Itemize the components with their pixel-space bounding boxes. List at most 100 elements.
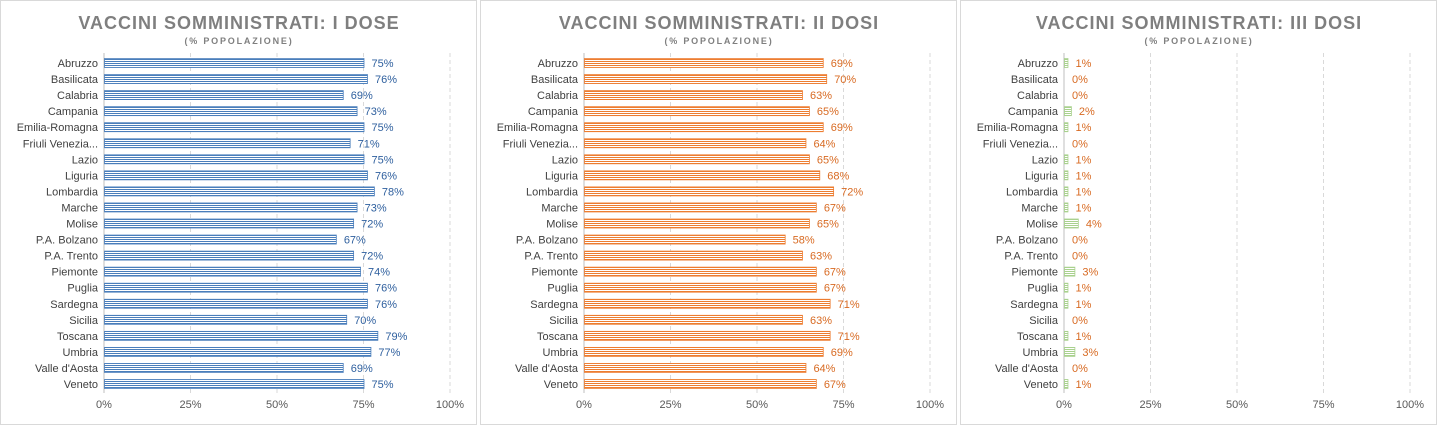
x-tick-label: 0%: [96, 399, 112, 411]
bar: [104, 298, 368, 309]
data-label: 72%: [361, 251, 383, 263]
category-label: Calabria: [57, 90, 99, 102]
category-label: Calabria: [1017, 90, 1059, 102]
category-label: Liguria: [65, 170, 99, 182]
category-label: Puglia: [547, 283, 578, 295]
data-label: 2%: [1079, 106, 1095, 118]
data-label: 71%: [838, 299, 860, 311]
bar: [104, 138, 351, 149]
data-label: 63%: [810, 90, 832, 102]
category-label: Emilia-Romagna: [497, 122, 579, 134]
category-label: Basilicata: [51, 74, 99, 86]
bar: [1064, 379, 1069, 389]
category-label: Piemonte: [532, 267, 578, 279]
x-tick-label: 100%: [916, 399, 944, 411]
category-label: P.A. Trento: [44, 251, 98, 263]
bar: [1064, 106, 1072, 117]
bar: [584, 106, 810, 117]
bar: [104, 170, 368, 181]
chart-panel-third-dose: VACCINI SOMMINISTRATI: III DOSI (% POPOLA…: [960, 0, 1437, 425]
category-label: Liguria: [1025, 170, 1059, 182]
category-label: Lombardia: [526, 186, 579, 198]
bar: [104, 282, 368, 293]
category-label: Liguria: [545, 170, 579, 182]
bar: [584, 90, 803, 100]
bar: [1064, 186, 1069, 197]
bar: [1064, 298, 1069, 309]
bar: [104, 154, 365, 165]
category-label: Sicilia: [549, 315, 579, 327]
data-label: 0%: [1072, 74, 1088, 86]
data-label: 69%: [831, 122, 853, 134]
data-label: 69%: [831, 58, 853, 70]
data-label: 70%: [834, 74, 856, 86]
data-label: 1%: [1075, 202, 1091, 214]
data-label: 76%: [375, 299, 397, 311]
category-label: Basilicata: [1011, 74, 1059, 86]
x-tick-label: 75%: [352, 399, 374, 411]
bar: [1064, 346, 1076, 357]
category-label: Valle d'Aosta: [995, 363, 1059, 375]
bar: [584, 266, 817, 277]
category-label: Friuli Venezia...: [23, 138, 98, 150]
category-label: Valle d'Aosta: [35, 363, 99, 375]
category-label: Puglia: [1027, 283, 1058, 295]
category-label: Veneto: [1024, 379, 1058, 391]
chart-panel-second-dose: VACCINI SOMMINISTRATI: II DOSI (% POPOLAZ…: [480, 0, 957, 425]
data-label: 75%: [372, 58, 394, 70]
category-label: Campania: [1008, 106, 1059, 118]
bar: [584, 186, 835, 197]
x-tick-label: 50%: [746, 399, 768, 411]
bar: [1064, 202, 1069, 213]
x-tick-label: 25%: [1139, 399, 1161, 411]
x-tick-label: 75%: [832, 399, 854, 411]
category-label: Sicilia: [1029, 315, 1059, 327]
bar: [104, 363, 344, 373]
x-tick-label: 25%: [659, 399, 681, 411]
bar: [104, 250, 355, 261]
data-label: 71%: [358, 138, 380, 150]
bar: [1064, 154, 1069, 165]
bar: [584, 379, 817, 389]
category-label: Campania: [528, 106, 579, 118]
data-label: 65%: [817, 219, 839, 231]
x-tick-label: 0%: [1056, 399, 1072, 411]
bar: [1064, 170, 1069, 181]
x-tick-label: 75%: [1312, 399, 1334, 411]
category-label: Veneto: [544, 379, 578, 391]
bar: [104, 122, 365, 133]
chart-title: VACCINI SOMMINISTRATI: II DOSI: [559, 13, 879, 33]
data-label: 72%: [841, 186, 863, 198]
x-tick-label: 50%: [266, 399, 288, 411]
category-label: Lazio: [552, 154, 578, 166]
bar: [584, 154, 810, 165]
data-label: 65%: [817, 154, 839, 166]
data-label: 1%: [1075, 379, 1091, 391]
data-label: 1%: [1075, 299, 1091, 311]
category-label: P.A. Bolzano: [996, 235, 1058, 247]
category-label: Abruzzo: [58, 58, 98, 70]
bar: [584, 202, 817, 213]
category-label: Molise: [1026, 219, 1058, 231]
data-label: 72%: [361, 219, 383, 231]
category-label: Lazio: [72, 154, 98, 166]
x-tick-label: 100%: [436, 399, 464, 411]
data-label: 74%: [368, 267, 390, 279]
category-label: Campania: [48, 106, 99, 118]
chart-title: VACCINI SOMMINISTRATI: I DOSE: [78, 13, 399, 33]
category-label: Lazio: [1032, 154, 1058, 166]
category-label: Umbria: [543, 347, 579, 359]
category-label: P.A. Trento: [1004, 251, 1058, 263]
data-label: 76%: [375, 283, 397, 295]
data-label: 76%: [375, 170, 397, 182]
category-label: Sardegna: [530, 299, 579, 311]
bar: [104, 314, 348, 325]
bar: [104, 218, 355, 229]
data-label: 0%: [1072, 138, 1088, 150]
data-label: 3%: [1082, 347, 1098, 359]
category-label: Lombardia: [46, 186, 99, 198]
bar: [584, 122, 824, 133]
data-label: 63%: [810, 251, 832, 263]
data-label: 70%: [354, 315, 376, 327]
bar: [1064, 282, 1069, 293]
